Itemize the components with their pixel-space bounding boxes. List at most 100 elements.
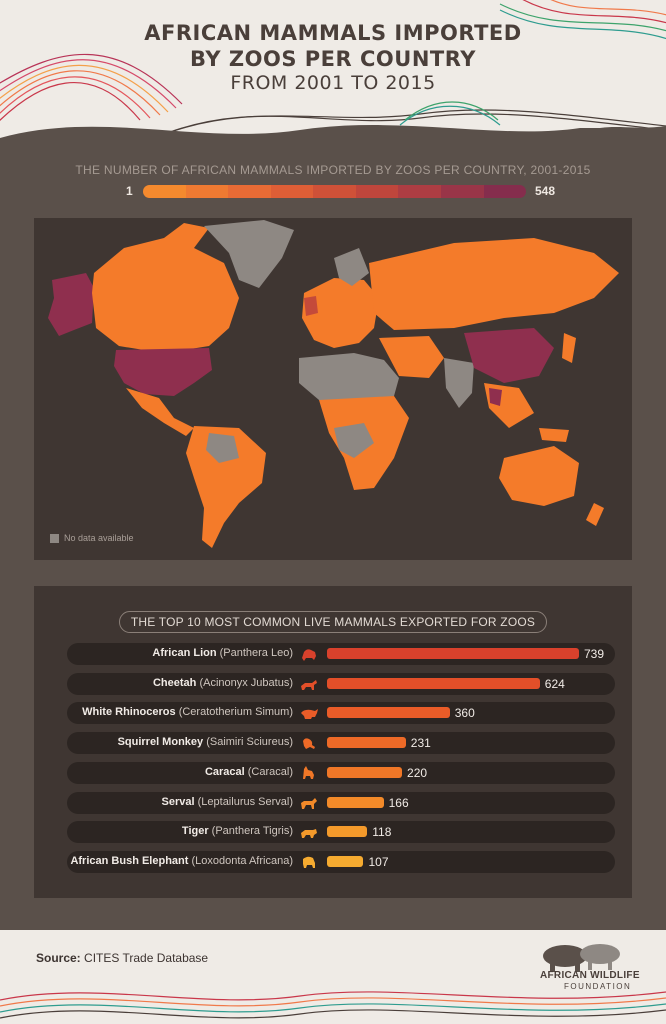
map-region-europe [302, 278, 379, 348]
no-data-swatch [50, 533, 59, 543]
bar-label: African Bush Elephant (Loxodonta African… [70, 855, 293, 867]
decorative-wave-art-footer [0, 944, 666, 1019]
bar-label-common-name: White Rhinoceros [82, 706, 176, 719]
logo-text-line2: FOUNDATION [564, 982, 632, 991]
bar-value-label: 107 [368, 854, 389, 869]
bar-label-common-name: Cheetah [152, 676, 197, 689]
bar-value-label: 118 [372, 825, 392, 840]
caracal-icon [303, 765, 314, 779]
legend-gradient-step [270, 185, 314, 198]
map-region-new-zealand [586, 503, 604, 526]
bar-value-label: 624 [544, 676, 565, 691]
bar-chart-title: THE TOP 10 MOST COMMON LIVE MAMMALS EXPO… [118, 611, 548, 633]
no-data-legend: No data available [50, 533, 134, 543]
bar-label: Cheetah (Acinonyx Jubatus) [153, 677, 293, 689]
map-region-greenland [204, 220, 294, 288]
footer-band [0, 930, 666, 1024]
bar-row: Tiger (Panthera Tigris) 118 [67, 821, 615, 844]
bar [327, 648, 579, 659]
legend-gradient-step [185, 185, 229, 198]
bar-label-scientific-name: (Leptailurus Serval) [194, 795, 293, 808]
tiger-icon [301, 829, 317, 839]
lion-icon [302, 649, 316, 661]
page-title-line2: BY ZOOS PER COUNTRY [190, 47, 476, 71]
bar-row: Caracal (Caracal) 220 [67, 761, 615, 784]
legend-gradient-step [483, 185, 526, 198]
bar [327, 677, 540, 689]
map-legend-title: THE NUMBER OF AFRICAN MAMMALS IMPORTED B… [75, 163, 591, 177]
map-legend-gradient [143, 185, 526, 198]
map-region-png [539, 428, 569, 442]
bar-label-scientific-name: (Loxodonta Africana) [188, 854, 293, 867]
map-region-alaska [48, 273, 94, 336]
bar-label-scientific-name: (Saimiri Sciureus) [203, 736, 293, 749]
cheetah-icon [301, 679, 317, 690]
bar-value-label: 231 [410, 736, 431, 751]
map-region-north-africa [299, 353, 399, 403]
map-region-south-america [186, 426, 266, 548]
map-region-brazil-nodata [206, 433, 239, 463]
map-region-russia [369, 238, 619, 330]
map-region-australia [499, 446, 579, 506]
legend-gradient-step [355, 185, 399, 198]
bar-label: Caracal (Caracal) [205, 766, 293, 778]
bar-value-label: 166 [388, 795, 409, 810]
map-region-central-africa-nodata [334, 423, 374, 458]
bar-label-scientific-name: (Ceratotherium Simum) [175, 706, 293, 719]
bar [327, 737, 406, 749]
bar [327, 707, 450, 719]
bar-label: Tiger (Panthera Tigris) [182, 825, 293, 837]
bar-chart-title-wrap: THE TOP 10 MOST COMMON LIVE MAMMALS EXPO… [0, 611, 666, 633]
map-region-uk [304, 296, 318, 316]
decorative-wave-art [0, 0, 666, 145]
map-legend-max: 548 [535, 184, 556, 198]
world-map-panel: No data available [34, 218, 632, 560]
bar-row: African Lion (Panthera Leo) 739 [67, 643, 615, 665]
bar-label-scientific-name: (Caracal) [244, 765, 293, 778]
bar-row: White Rhinoceros (Ceratotherium Simum) 36… [67, 702, 615, 725]
bar-label-common-name: Tiger [181, 825, 209, 838]
legend-gradient-step [440, 185, 484, 198]
rhinoceros-icon [301, 709, 318, 720]
world-map [48, 220, 619, 548]
elephant-logo-icon [543, 944, 620, 972]
map-legend-min: 1 [126, 184, 133, 198]
source-text: CITES Trade Database [84, 951, 209, 965]
header-band: AFRICAN MAMMALS IMPORTED BY ZOOS PER COU… [0, 0, 666, 145]
map-region-middle-east [379, 336, 444, 378]
source-note: Source: CITES Trade Database [36, 951, 208, 965]
bar-label-common-name: Squirrel Monkey [117, 736, 204, 749]
elephant-icon [303, 856, 315, 868]
map-region-scandinavia [334, 248, 369, 286]
bar [327, 796, 384, 808]
source-label: Source: [36, 951, 81, 965]
bar-label-scientific-name: (Acinonyx Jubatus) [196, 676, 293, 689]
monkey-icon [303, 738, 315, 750]
bar-label-common-name: Caracal [204, 765, 245, 778]
legend-gradient-step [143, 185, 186, 198]
map-region-usa [114, 348, 212, 396]
serval-icon [301, 797, 317, 809]
legend-gradient-step [228, 185, 271, 198]
bar-row: African Bush Elephant (Loxodonta African… [67, 850, 615, 873]
map-region-china [464, 328, 554, 383]
bar [327, 766, 403, 778]
map-region-thailand [489, 388, 502, 406]
bar-value-label: 739 [584, 647, 605, 661]
map-region-japan [562, 333, 576, 363]
map-region-canada [92, 223, 239, 350]
bar-label-common-name: Serval [161, 795, 195, 808]
bar-value-label: 360 [454, 706, 475, 721]
bar-value-label: 220 [407, 765, 428, 780]
page-subtitle: FROM 2001 TO 2015 [230, 72, 436, 94]
page-title-line1: AFRICAN MAMMALS IMPORTED [144, 21, 522, 45]
bar-label: African Lion (Panthera Leo) [152, 647, 293, 659]
bar [327, 855, 364, 867]
bar-label-common-name: African Lion [152, 647, 217, 659]
legend-gradient-step [313, 185, 356, 198]
bar [327, 826, 368, 838]
bar-label-scientific-name: (Panthera Tigris) [208, 825, 293, 838]
bar-row: Squirrel Monkey (Saimiri Sciureus) 231 [67, 732, 615, 755]
no-data-label: No data available [64, 533, 134, 543]
map-region-india [444, 358, 474, 408]
